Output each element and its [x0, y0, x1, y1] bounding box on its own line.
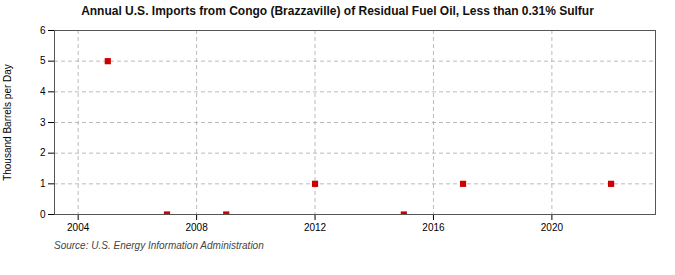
svg-text:1: 1 [40, 178, 46, 189]
svg-text:2004: 2004 [67, 222, 90, 233]
html-text:Source: U.S. Energy Informatio: Source: U.S. Energy Information Administ… [54, 240, 264, 251]
svg-text:2020: 2020 [541, 222, 564, 233]
svg-text:2: 2 [40, 147, 46, 158]
svg-text:2008: 2008 [185, 222, 208, 233]
svg-text:0: 0 [40, 209, 46, 220]
svg-text:2012: 2012 [304, 222, 327, 233]
html-text:Annual U.S. Imports from Congo: Annual U.S. Imports from Congo (Brazzavi… [81, 4, 594, 18]
svg-text:6: 6 [40, 25, 46, 36]
svg-text:5: 5 [40, 55, 46, 66]
svg-text:4: 4 [40, 86, 46, 97]
svg-text:Thousand Barrels per Day: Thousand Barrels per Day [2, 64, 13, 181]
svg-text:2016: 2016 [422, 222, 445, 233]
svg-text:3: 3 [40, 117, 46, 128]
